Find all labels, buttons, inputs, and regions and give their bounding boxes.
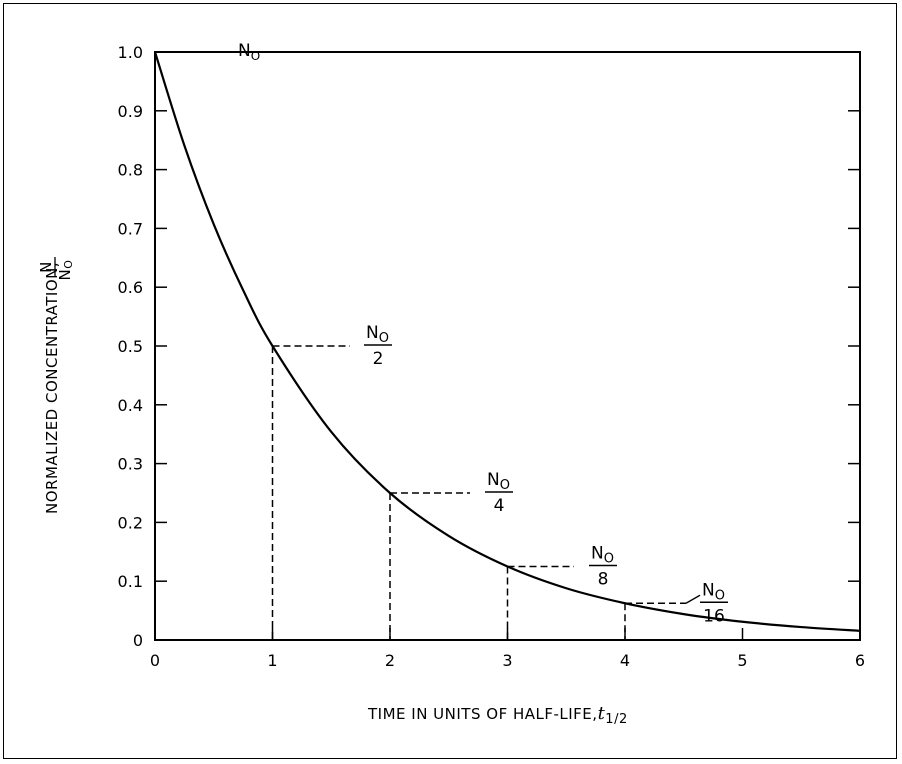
annotation-n0-subscript: O bbox=[251, 49, 260, 63]
annotation-n0-letter: N bbox=[238, 41, 251, 61]
y-tick-label: 0.7 bbox=[118, 219, 143, 238]
x-tick-label: 0 bbox=[150, 651, 160, 670]
y-axis-label-numerator: N bbox=[37, 261, 55, 273]
y-tick-label: 0.4 bbox=[118, 396, 143, 415]
y-tick-label: 0.3 bbox=[118, 455, 143, 474]
decay-curve bbox=[153, 51, 861, 632]
y-axis-label-main: NORMALIZED CONCENTRATION, bbox=[43, 262, 61, 514]
x-axis-label-symbol: t bbox=[598, 703, 606, 724]
y-axis-ticks: 0 0.1 0.2 0.3 0.4 0.5 0.6 0.7 0.8 0.9 1.0 bbox=[118, 43, 860, 650]
x-axis-label-subscript: 1/2 bbox=[605, 712, 627, 727]
x-tick-label: 4 bbox=[620, 651, 630, 670]
plot-area-border bbox=[154, 51, 861, 641]
y-axis-label: NORMALIZED CONCENTRATION, N NO bbox=[37, 257, 75, 514]
y-tick-label: 0.2 bbox=[118, 513, 143, 532]
y-tick-label: 0.8 bbox=[118, 161, 143, 180]
y-tick-label: 1.0 bbox=[118, 43, 143, 62]
x-tick-label: 1 bbox=[267, 651, 277, 670]
annotation-n0: NO bbox=[238, 41, 260, 63]
y-tick-label: 0.6 bbox=[118, 278, 143, 297]
annotation-denominator: 2 bbox=[373, 349, 384, 369]
annotation-guides bbox=[155, 51, 860, 640]
annotation-numerator: NO bbox=[591, 544, 614, 567]
x-tick-label: 2 bbox=[385, 651, 395, 670]
x-tick-label: 5 bbox=[737, 651, 747, 670]
figure-frame bbox=[3, 3, 897, 759]
annotation-numerator: NO bbox=[487, 470, 510, 493]
annotation-denominator: 4 bbox=[494, 496, 505, 516]
annotation-denominator: 8 bbox=[598, 570, 609, 590]
y-tick-label: 0.9 bbox=[118, 102, 143, 121]
y-axis-label-denominator: NO bbox=[56, 260, 75, 281]
x-tick-label: 3 bbox=[502, 651, 512, 670]
x-tick-label: 6 bbox=[855, 651, 865, 670]
y-tick-label: 0 bbox=[133, 631, 143, 650]
guide-leader bbox=[685, 594, 701, 604]
y-tick-label: 0.1 bbox=[118, 572, 143, 591]
y-tick-label: 0.5 bbox=[118, 337, 143, 356]
annotation-denominator: 16 bbox=[703, 606, 725, 626]
annotation-numerator: NO bbox=[366, 323, 389, 346]
annotation-numerator: NO bbox=[702, 580, 725, 603]
x-axis-label: TIME IN UNITS OF HALF-LIFE,t1/2 bbox=[367, 703, 628, 727]
x-axis-label-main: TIME IN UNITS OF HALF-LIFE, bbox=[367, 705, 598, 723]
